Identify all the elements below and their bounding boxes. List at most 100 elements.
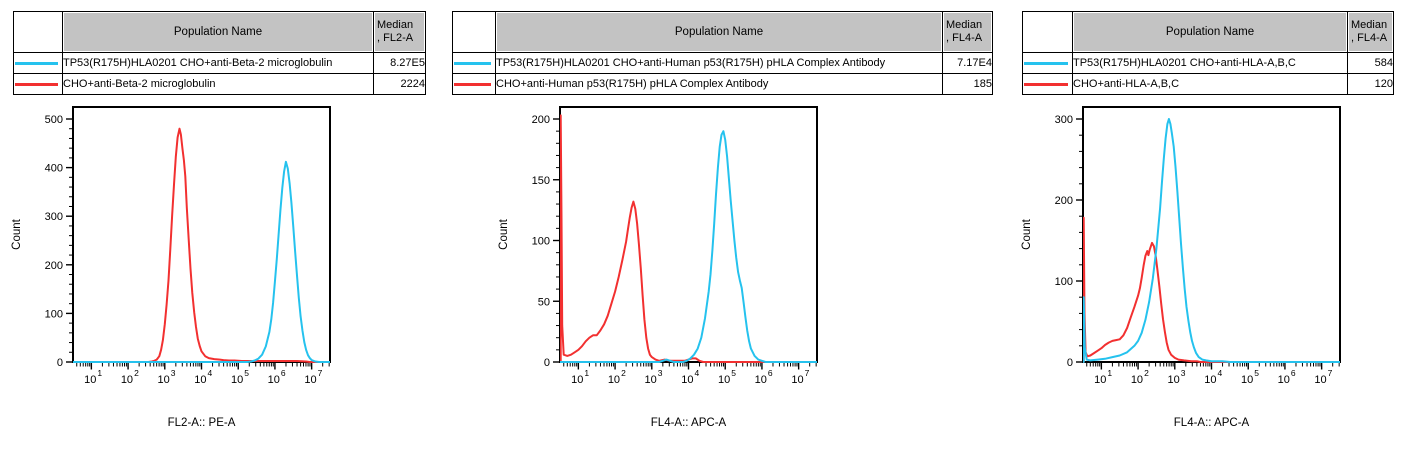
y-tick-label: 300 xyxy=(45,211,63,223)
x-axis-title: FL4-A:: APC-A xyxy=(651,417,727,429)
histogram-curve-cyan xyxy=(560,130,817,363)
population-table-1: Population Name Median , FL2-A TP53(R175… xyxy=(13,11,426,95)
x-tick-label-base: 10 xyxy=(121,374,133,386)
x-tick-label-exponent: 1 xyxy=(97,368,102,378)
median-value-cell: 2224 xyxy=(373,73,426,95)
swatch-column-header xyxy=(13,11,63,53)
median-value-cell: 185 xyxy=(942,73,993,95)
median-header-line1: Median xyxy=(1351,19,1388,31)
histogram-curve-red xyxy=(73,127,330,363)
y-tick-label: 200 xyxy=(45,260,63,272)
x-tick-label-exponent: 4 xyxy=(695,368,700,378)
series-color-swatch xyxy=(454,82,491,86)
population-table-2: Population Name Median , FL4-A TP53(R175… xyxy=(452,11,993,95)
y-tick-label: 50 xyxy=(538,296,550,308)
median-header-line1: Median xyxy=(377,19,414,31)
x-tick-label-base: 10 xyxy=(1168,374,1180,386)
median-header: Median , FL2-A xyxy=(373,11,426,53)
series-color-swatch xyxy=(15,61,58,65)
series-swatch-cell xyxy=(452,52,496,74)
histogram-curve-cyan xyxy=(73,160,330,363)
x-tick-label-exponent: 3 xyxy=(171,368,176,378)
flow-histogram-panel-1: 10 1 10 2 10 3 10 4 10 5 10 6 10 7 0 100 200 300 400 500 FL2… xyxy=(0,100,360,445)
x-tick-label-base: 10 xyxy=(231,374,243,386)
x-tick-label-exponent: 3 xyxy=(1181,368,1186,378)
x-tick-label-exponent: 7 xyxy=(318,368,323,378)
median-value-cell: 8.27E5 xyxy=(373,52,426,74)
x-tick-label-base: 10 xyxy=(571,374,583,386)
plot-frame xyxy=(1082,106,1341,363)
x-axis-title: FL4-A:: APC-A xyxy=(1174,417,1250,429)
y-tick-label: 500 xyxy=(45,114,63,126)
population-table-3: Population Name Median , FL4-A TP53(R175… xyxy=(1022,11,1394,95)
table-row: CHO+anti-HLA-A,B,C 120 xyxy=(1022,73,1394,95)
table-row: CHO+anti-Beta-2 microglobulin 2224 xyxy=(13,73,426,95)
y-axis-title: Count xyxy=(498,218,510,249)
y-tick-label: 150 xyxy=(532,175,550,187)
x-tick-label-exponent: 5 xyxy=(731,368,736,378)
x-tick-label-exponent: 6 xyxy=(768,368,773,378)
series-swatch-cell xyxy=(1022,52,1073,74)
median-header-line2: , FL2-A xyxy=(377,32,414,44)
x-tick-label-base: 10 xyxy=(645,374,657,386)
swatch-column-header xyxy=(452,11,496,53)
y-tick-label: 0 xyxy=(544,357,550,369)
median-header: Median , FL4-A xyxy=(942,11,993,53)
x-tick-label-exponent: 1 xyxy=(1107,368,1112,378)
median-header-line1: Median xyxy=(946,19,983,31)
x-tick-label-base: 10 xyxy=(791,374,803,386)
x-tick-label-exponent: 2 xyxy=(134,368,139,378)
median-header: Median , FL4-A xyxy=(1347,11,1394,53)
table-row: TP53(R175H)HLA0201 CHO+anti-Beta-2 micro… xyxy=(13,52,426,74)
y-tick-label: 200 xyxy=(1055,195,1073,207)
table-row: CHO+anti-Human p53(R175H) pHLA Complex A… xyxy=(452,73,993,95)
x-tick-label-base: 10 xyxy=(268,374,280,386)
x-tick-label-exponent: 4 xyxy=(1218,368,1223,378)
x-tick-label-exponent: 5 xyxy=(244,368,249,378)
x-tick-label-base: 10 xyxy=(194,374,206,386)
x-tick-label-exponent: 3 xyxy=(658,368,663,378)
plot-frame xyxy=(559,106,818,363)
population-name-cell: TP53(R175H)HLA0201 CHO+anti-HLA-A,B,C xyxy=(1072,52,1348,74)
x-tick-label-base: 10 xyxy=(158,374,170,386)
series-swatch-cell xyxy=(13,73,63,95)
y-tick-label: 200 xyxy=(532,114,550,126)
median-value-cell: 584 xyxy=(1347,52,1394,74)
x-tick-label-exponent: 2 xyxy=(621,368,626,378)
x-tick-label-exponent: 6 xyxy=(281,368,286,378)
x-tick-label-exponent: 7 xyxy=(1328,368,1333,378)
series-color-swatch xyxy=(1024,82,1068,86)
y-tick-label: 0 xyxy=(57,357,63,369)
median-header-line2: , FL4-A xyxy=(946,32,983,44)
x-tick-label-base: 10 xyxy=(84,374,96,386)
axis-ticks xyxy=(553,118,817,370)
axis-ticks xyxy=(1076,118,1340,370)
x-tick-label-base: 10 xyxy=(1278,374,1290,386)
population-name-cell: CHO+anti-Human p53(R175H) pHLA Complex A… xyxy=(495,73,943,95)
x-tick-label-base: 10 xyxy=(1094,374,1106,386)
histogram-curve-red xyxy=(1083,216,1340,363)
table-row: TP53(R175H)HLA0201 CHO+anti-HLA-A,B,C 58… xyxy=(1022,52,1394,74)
y-tick-label: 100 xyxy=(532,236,550,248)
series-color-swatch xyxy=(454,61,491,65)
series-swatch-cell xyxy=(1022,73,1073,95)
x-tick-label-base: 10 xyxy=(1241,374,1253,386)
population-name-cell: CHO+anti-HLA-A,B,C xyxy=(1072,73,1348,95)
flow-histogram-plot: 101102103104105106107050100150200FL4-A::… xyxy=(498,106,818,429)
series-swatch-cell xyxy=(13,52,63,74)
y-tick-label: 100 xyxy=(1055,276,1073,288)
x-tick-label-base: 10 xyxy=(718,374,730,386)
histogram-curve-cyan xyxy=(1083,118,1340,363)
y-tick-label: 300 xyxy=(1055,114,1073,126)
y-tick-label: 0 xyxy=(1067,357,1073,369)
y-tick-label: 400 xyxy=(45,163,63,175)
x-tick-label-exponent: 1 xyxy=(584,368,589,378)
y-tick-label: 100 xyxy=(45,308,63,320)
population-name-cell: TP53(R175H)HLA0201 CHO+anti-Human p53(R1… xyxy=(495,52,943,74)
flow-histogram-panel-3: 10 1 10 2 10 3 10 4 10 5 10 6 10 7 0 100 200 300 FL4-A:: A… xyxy=(1010,100,1370,445)
series-color-swatch xyxy=(1024,61,1068,65)
